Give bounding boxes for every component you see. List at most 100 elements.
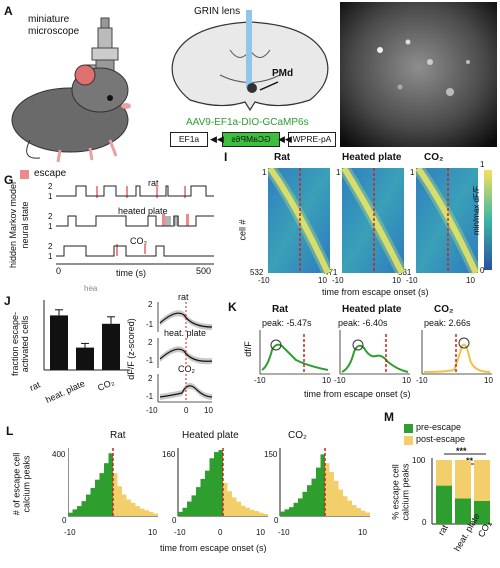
- trace-ytick: -1: [146, 356, 154, 365]
- heatmap-row-top: 1: [410, 168, 415, 177]
- dff-xtick: 10: [322, 376, 331, 385]
- heatmap-row-top: 1: [262, 168, 267, 177]
- colorbar-tick-0: 0: [480, 266, 485, 275]
- hist-bar-pre: [86, 494, 91, 516]
- lox-left-icon: ◀◀: [210, 134, 224, 144]
- hist-bar-pre: [284, 509, 289, 516]
- pct-bar-pre: [474, 500, 490, 524]
- grin-label: GRIN lens: [194, 6, 241, 17]
- escape-legend-label: escape: [34, 168, 67, 179]
- hist-y0: 0: [62, 516, 67, 525]
- hist-bar-pre: [214, 452, 219, 516]
- mouse-label: miniature microscope: [28, 14, 80, 37]
- heatmap-rat: [268, 168, 334, 276]
- hist-ylabel: # of escape cell calcium peaks: [11, 452, 32, 516]
- hist-xtick: 0: [218, 528, 223, 537]
- hist-bar-post: [334, 480, 339, 516]
- pct-ytick: 0: [422, 518, 427, 527]
- state-tick: 2: [48, 242, 53, 251]
- hist-bar-pre: [99, 473, 104, 516]
- escape-legend-swatch: [20, 170, 29, 179]
- hist-bar-pre: [209, 458, 214, 516]
- trace-ytick: 2: [148, 338, 153, 347]
- hist-bar-pre: [90, 487, 95, 516]
- hist-bar-pre: [104, 463, 109, 516]
- legend-pre-label: pre-escape: [416, 422, 462, 432]
- gene-box: GCaMP6s: [222, 132, 280, 147]
- hist-bar-post: [122, 494, 127, 516]
- hist-bar-pre: [280, 511, 285, 516]
- hist-xtick: -10: [174, 528, 186, 537]
- hist-bar-pre: [320, 454, 325, 516]
- trace-title-co2: CO₂: [178, 364, 195, 374]
- hist-bar-post: [254, 511, 259, 516]
- hist-bar-post: [241, 505, 246, 516]
- hist-xtick: 10: [256, 528, 265, 537]
- heatmap-xtick: -10: [258, 276, 270, 285]
- hist-bar-pre: [302, 491, 307, 516]
- mouse-icon: [11, 64, 131, 163]
- hist-bar-pre: [72, 509, 77, 516]
- hist-bar-post: [227, 491, 232, 516]
- mouse-illustration: [11, 17, 131, 163]
- hist-bar-post: [135, 506, 140, 516]
- frac-bar: [50, 315, 68, 370]
- dff-peak-co2: peak: 2.66s: [424, 318, 471, 328]
- panel-label-g: G: [4, 173, 14, 187]
- dff-peak-heated: peak: -6.40s: [338, 318, 388, 328]
- heatmap-title-co2: CO₂: [424, 152, 444, 163]
- state-tick: 2: [48, 212, 53, 221]
- dff-ylabel: df/F: [242, 341, 253, 357]
- hmm-row-heated-label: heated plate: [118, 206, 168, 216]
- hmm-row-rat-label: rat: [148, 178, 159, 188]
- heatmap-count-heated: 471: [324, 268, 338, 277]
- hist-bar-post: [338, 489, 343, 516]
- hist-bar-post: [140, 508, 145, 516]
- pct-bar-post: [455, 460, 471, 499]
- heatmap-xtick: 10: [392, 276, 401, 285]
- state-tick: 2: [48, 182, 53, 191]
- trace-ytick: 2: [148, 374, 153, 383]
- state-tick: 1: [48, 252, 53, 261]
- hmm-xlabel: time (s): [116, 268, 146, 278]
- panel-label-i: I: [224, 150, 228, 164]
- legend-pre-swatch: [404, 424, 413, 433]
- hist-xtick: 10: [358, 528, 367, 537]
- hist-title-rat: Rat: [110, 430, 126, 441]
- heatmap-xtick: -10: [332, 276, 344, 285]
- hist-bar-post: [126, 499, 131, 516]
- hist-bar-post: [149, 511, 154, 516]
- pct-bar-post: [436, 460, 452, 486]
- heatmap-xtick: 10: [466, 276, 475, 285]
- pct-ylabel: % escape cell calcium peaks: [390, 463, 411, 521]
- heatmap-count-rat: 532: [250, 268, 264, 277]
- heatmap-title-rat: Rat: [274, 152, 291, 163]
- brain-section-diagram: [171, 10, 329, 112]
- colorbar-tick-1: 1: [480, 160, 485, 169]
- zscore-traces: [157, 302, 213, 403]
- hmm-ylabel-outer: hidden Markov model: [8, 181, 18, 269]
- trace-ytick: -1: [146, 320, 154, 329]
- hist-bar-pre: [311, 478, 316, 516]
- hmm-xtick-0: 0: [56, 266, 62, 276]
- dff-xtick: -10: [254, 376, 266, 385]
- panel-label-a: A: [4, 4, 13, 18]
- hmm-xtick-500: 500: [196, 266, 212, 276]
- dff-xtick: 10: [484, 376, 493, 385]
- hist-bar-pre: [298, 498, 303, 516]
- hist-bar-post: [259, 512, 264, 516]
- hist-bar-post: [263, 513, 268, 516]
- hist-xtick: 10: [148, 528, 157, 537]
- pct-ytick: 100: [412, 456, 426, 465]
- hist-bar-pre: [178, 511, 183, 516]
- dff-xlabel: time from escape onset (s): [304, 389, 411, 399]
- hist-bar-post: [113, 473, 118, 516]
- pct-stacked-bars: [431, 453, 492, 525]
- panel-label-l: L: [6, 424, 14, 438]
- hmm-state-traces: [56, 184, 214, 265]
- hist-bar-post: [236, 501, 241, 516]
- hist-bar-pre: [81, 501, 86, 516]
- heatmap-co2: [413, 168, 482, 276]
- heatmap-count-co2: 531: [398, 268, 412, 277]
- dff-xtick: -10: [416, 376, 428, 385]
